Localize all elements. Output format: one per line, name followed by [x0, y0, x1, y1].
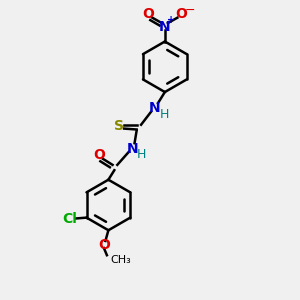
Text: O: O — [94, 148, 105, 162]
Text: +: + — [167, 15, 175, 25]
Text: N: N — [148, 101, 160, 116]
Text: O: O — [98, 238, 110, 251]
Text: CH₃: CH₃ — [110, 255, 131, 265]
Text: H: H — [159, 108, 169, 121]
Text: S: S — [114, 119, 124, 133]
Text: Cl: Cl — [63, 212, 78, 226]
Text: N: N — [159, 20, 171, 34]
Text: H: H — [137, 148, 146, 161]
Text: O: O — [175, 7, 187, 21]
Text: O: O — [142, 7, 154, 21]
Text: −: − — [184, 4, 195, 16]
Text: N: N — [126, 142, 138, 155]
